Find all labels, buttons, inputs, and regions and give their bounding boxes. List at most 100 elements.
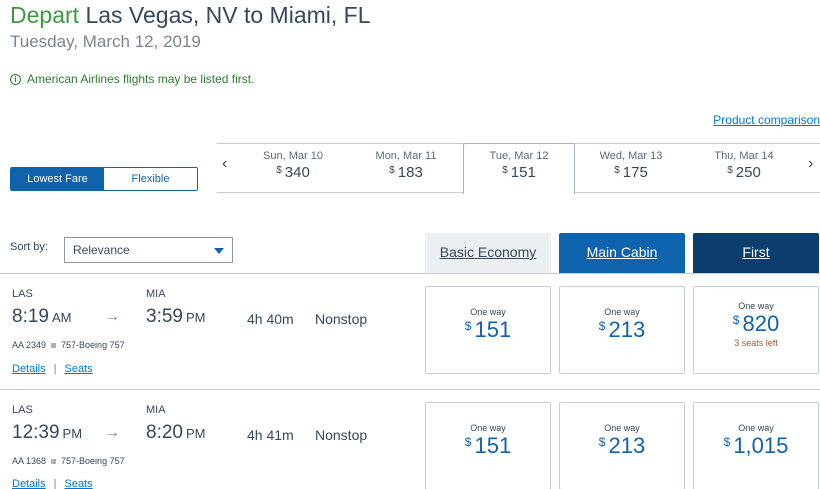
date-option-mon-mar-11[interactable]: Mon, Mar 11 $183 — [356, 150, 456, 181]
dep-ampm: AM — [51, 310, 72, 325]
fare-type-toggle: Lowest Fare Flexible — [10, 167, 198, 191]
currency-symbol: $ — [389, 165, 395, 176]
route-text: Las Vegas, NV to Miami, FL — [85, 2, 371, 28]
chevron-down-icon — [214, 248, 224, 254]
selected-date-tab — [463, 143, 575, 194]
stops-info: Nonstop — [315, 427, 368, 443]
travel-date: Tuesday, March 12, 2019 — [10, 32, 201, 51]
fare-type-label: One way — [470, 423, 506, 433]
fare-basic-economy[interactable]: One way $151 — [425, 402, 551, 489]
flight-no: AA 1368 — [12, 456, 47, 466]
arrow-right-icon: → — [104, 424, 120, 441]
price-value: 340 — [284, 164, 310, 181]
divider — [0, 389, 820, 390]
price-value: 151 — [510, 164, 536, 181]
aircraft-type: 757-Boeing 757 — [61, 456, 125, 466]
arrow-right-icon: → — [104, 308, 120, 325]
flexible-button[interactable]: Flexible — [104, 168, 197, 190]
seats-link[interactable]: Seats — [64, 478, 93, 489]
flight-number: AA 1368 757-Boeing 757 — [12, 456, 125, 466]
price-value: 250 — [735, 164, 761, 181]
currency-symbol: $ — [276, 165, 282, 176]
date-label: Wed, Mar 13 — [599, 150, 663, 162]
fare-value: 213 — [608, 317, 646, 342]
fare-main-cabin[interactable]: One way $213 — [559, 286, 685, 374]
flight-number: AA 2349 757-Boeing 757 — [12, 340, 125, 350]
arrival-time: 3:59 PM — [146, 306, 205, 328]
fare-amount: $820 — [694, 311, 818, 337]
date-option-wed-mar-13[interactable]: Wed, Mar 13 $175 — [581, 150, 681, 181]
arr-time-value: 3:59 — [146, 306, 183, 327]
fare-value: 1,015 — [733, 433, 789, 458]
flight-no: AA 2349 — [12, 340, 47, 350]
stops-info: Nonstop — [315, 311, 368, 327]
sort-dropdown[interactable]: Relevance — [64, 237, 233, 263]
fare-type-label: One way — [604, 423, 640, 433]
arrival-time: 8:20 PM — [146, 422, 205, 444]
fare-first[interactable]: One way $820 3 seats left — [693, 286, 819, 374]
prev-dates-chevron-icon[interactable]: ‹ — [222, 155, 228, 172]
seats-left-note: 3 seats left — [734, 338, 778, 348]
price-value: 175 — [622, 164, 648, 181]
cabin-main-cabin-tab[interactable]: Main Cabin — [559, 233, 685, 273]
details-link[interactable]: Details — [12, 478, 46, 489]
fare-amount: $151 — [426, 433, 550, 459]
aircraft-type: 757-Boeing 757 — [61, 340, 125, 350]
date-option-sun-mar-10[interactable]: Sun, Mar 10 $340 — [243, 150, 343, 181]
departure-time: 12:39 PM — [12, 422, 82, 444]
flight-links: Details | Seats — [12, 363, 93, 375]
currency-symbol: $ — [502, 165, 508, 176]
lowest-fare-button[interactable]: Lowest Fare — [11, 168, 104, 190]
depart-word: Depart — [10, 2, 80, 28]
product-comparison-link[interactable]: Product comparison — [713, 113, 820, 127]
fare-value: 213 — [608, 433, 646, 458]
fare-amount: $213 — [560, 433, 684, 459]
next-dates-chevron-icon[interactable]: › — [808, 155, 814, 172]
seats-link[interactable]: Seats — [64, 363, 93, 375]
fare-type-label: One way — [738, 301, 774, 311]
fare-value: 820 — [742, 311, 780, 336]
fare-type-label: One way — [738, 423, 774, 433]
cabin-first-tab[interactable]: First — [693, 233, 819, 273]
fare-type-label: One way — [470, 307, 506, 317]
date-price: $183 — [356, 164, 456, 181]
separator-square-icon — [51, 458, 57, 464]
date-label: Tue, Mar 12 — [489, 150, 549, 162]
currency-symbol: $ — [732, 313, 740, 327]
cabin-basic-economy-tab[interactable]: Basic Economy — [425, 233, 551, 273]
fare-basic-economy[interactable]: One way $151 — [425, 286, 551, 374]
sort-label: Sort by: — [10, 241, 48, 253]
arr-ampm: PM — [185, 310, 206, 325]
fare-first[interactable]: One way $1,015 — [693, 402, 819, 489]
dep-time-value: 12:39 — [12, 422, 60, 443]
currency-symbol: $ — [464, 319, 472, 333]
sort-value: Relevance — [73, 243, 130, 257]
flight-links: Details | Seats — [12, 478, 93, 489]
page-title: Depart Las Vegas, NV to Miami, FL — [10, 2, 371, 29]
departure-time: 8:19 AM — [12, 306, 71, 328]
fare-value: 151 — [474, 433, 512, 458]
date-label: Sun, Mar 10 — [263, 150, 323, 162]
arr-ampm: PM — [185, 426, 206, 441]
currency-symbol: $ — [614, 165, 620, 176]
notice-text: American Airlines flights may be listed … — [27, 72, 255, 86]
date-option-tue-mar-12[interactable]: Tue, Mar 12 $151 — [469, 150, 569, 181]
currency-symbol: $ — [464, 435, 472, 449]
fare-amount: $151 — [426, 317, 550, 343]
arr-time-value: 8:20 — [146, 422, 183, 443]
date-option-thu-mar-14[interactable]: Thu, Mar 14 $250 — [694, 150, 794, 181]
origin-code: LAS — [12, 404, 33, 416]
details-link[interactable]: Details — [12, 363, 46, 375]
date-price: $175 — [581, 164, 681, 181]
dep-ampm: PM — [62, 426, 83, 441]
currency-symbol: $ — [598, 319, 606, 333]
origin-code: LAS — [12, 288, 33, 300]
date-label: Mon, Mar 11 — [375, 150, 437, 162]
flight-duration: 4h 41m — [247, 427, 294, 443]
fare-type-label: One way — [604, 307, 640, 317]
info-icon: i — [10, 73, 21, 85]
separator-square-icon — [51, 342, 57, 348]
currency-symbol: $ — [727, 165, 733, 176]
fare-main-cabin[interactable]: One way $213 — [559, 402, 685, 489]
fare-amount: $213 — [560, 317, 684, 343]
